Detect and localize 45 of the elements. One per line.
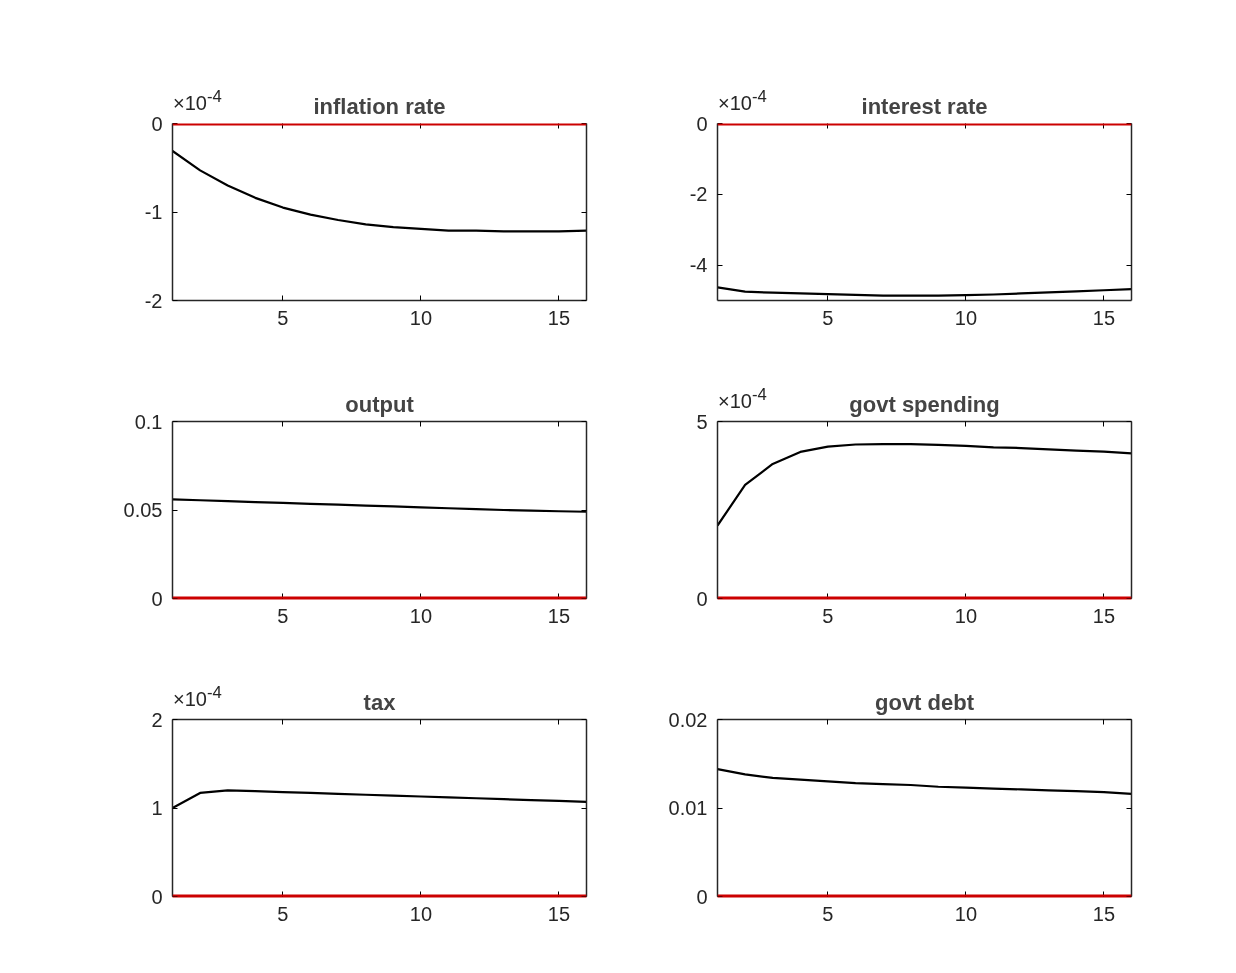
x-tick-label: 5: [277, 604, 289, 627]
x-tick-label: 5: [822, 604, 834, 627]
chart-title: inflation rate: [313, 93, 446, 119]
x-tick-label: 5: [822, 902, 834, 925]
x-tick-label: 10: [409, 902, 433, 925]
y-tick-label: -1: [144, 201, 163, 223]
y-tick-label: 0: [151, 112, 163, 135]
chart-title: interest rate: [861, 93, 988, 119]
x-tick-label: 5: [277, 306, 289, 329]
x-tick-label: 15: [547, 306, 571, 329]
y-tick-label: 0.02: [668, 708, 708, 731]
x-tick-label: 5: [822, 306, 834, 329]
y-tick-label: 0: [151, 587, 163, 610]
y-tick-label: 0: [696, 587, 708, 610]
x-tick-label: 10: [409, 306, 433, 329]
text: ×10$^{-4}$: [173, 86, 222, 116]
x-tick-label: 10: [954, 306, 978, 329]
x-tick-label: 15: [1092, 306, 1116, 329]
x-tick-label: 15: [547, 902, 571, 925]
chart-title: output: [345, 391, 415, 417]
y-tick-label: 0: [151, 885, 163, 908]
x-tick-label: 15: [547, 604, 571, 627]
x-tick-label: 5: [277, 902, 289, 925]
y-tick-label: 0.1: [134, 410, 163, 433]
y-tick-label: 0.05: [123, 499, 163, 521]
y-tick-label: 0: [696, 885, 708, 908]
y-tick-label: 0.01: [668, 797, 708, 819]
y-tick-label: -4: [689, 254, 708, 277]
text: ×10$^{-4}$: [718, 86, 767, 116]
y-tick-label: 2: [151, 708, 163, 731]
x-tick-label: 10: [954, 604, 978, 627]
chart-title: tax: [363, 689, 397, 715]
x-tick-label: 10: [954, 902, 978, 925]
text: ×10$^{-4}$: [173, 682, 222, 712]
x-tick-label: 10: [409, 604, 433, 627]
y-tick-label: 5: [696, 410, 708, 433]
y-tick-label: 1: [151, 797, 163, 819]
chart-title: govt spending: [849, 391, 1000, 417]
y-tick-label: 0: [696, 112, 708, 135]
x-tick-label: 15: [1092, 902, 1116, 925]
y-tick-label: -2: [144, 289, 163, 312]
text: ×10$^{-4}$: [718, 384, 767, 414]
chart-title: govt debt: [875, 689, 975, 715]
x-tick-label: 15: [1092, 604, 1116, 627]
y-tick-label: -2: [689, 183, 708, 206]
